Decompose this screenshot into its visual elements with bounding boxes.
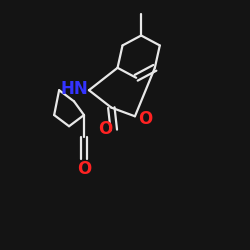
- Text: O: O: [98, 120, 112, 138]
- Text: O: O: [77, 160, 91, 178]
- Text: O: O: [138, 110, 152, 128]
- Text: HN: HN: [60, 80, 88, 98]
